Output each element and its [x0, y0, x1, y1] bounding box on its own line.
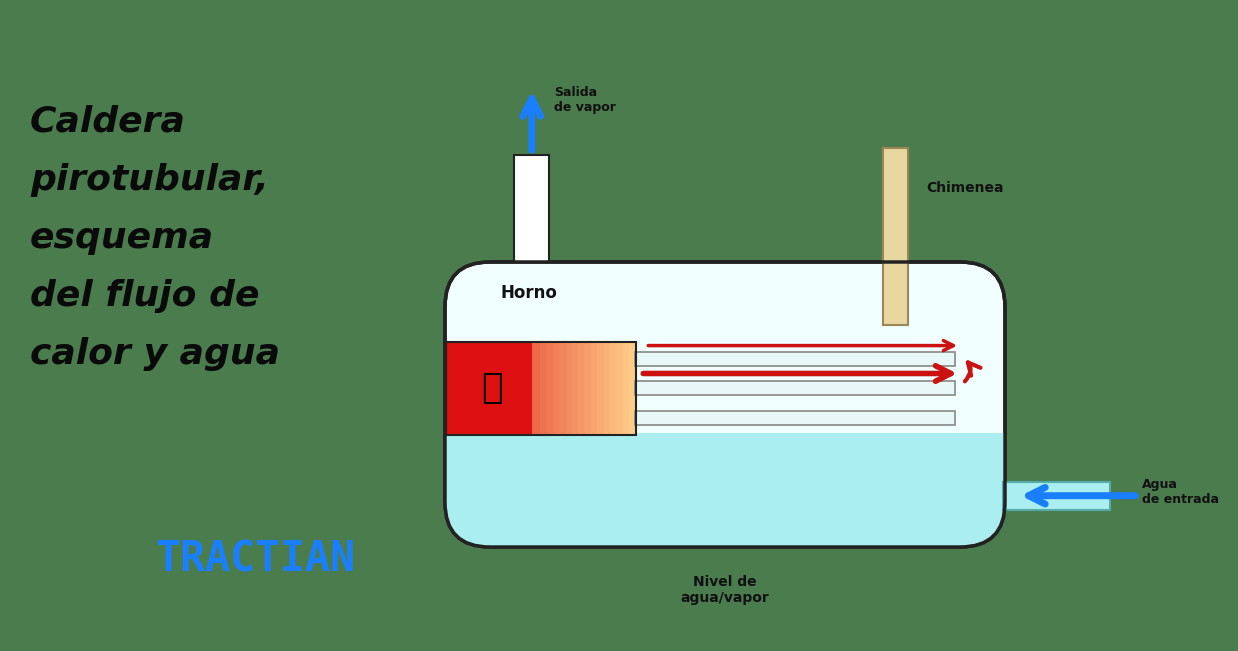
Bar	[446, 342, 636, 435]
Bar	[519, 342, 526, 435]
Bar	[485, 342, 491, 435]
Bar	[521, 342, 529, 435]
Bar	[584, 342, 592, 435]
Bar	[635, 411, 954, 425]
Text: Caldera: Caldera	[30, 105, 186, 139]
Text: TRACTIAN: TRACTIAN	[155, 539, 355, 581]
Bar	[525, 342, 531, 435]
Bar	[508, 342, 515, 435]
Bar	[591, 342, 598, 435]
Bar	[489, 342, 496, 435]
Text: Horno: Horno	[500, 284, 557, 302]
Text: pirotubular,: pirotubular,	[30, 163, 269, 197]
Bar	[479, 342, 487, 435]
Text: calor y agua: calor y agua	[30, 337, 280, 371]
Bar	[534, 342, 541, 435]
Bar	[578, 342, 586, 435]
Bar	[514, 342, 520, 435]
Bar	[527, 342, 535, 435]
Bar	[604, 342, 612, 435]
Text: Agua
de entrada: Agua de entrada	[1141, 478, 1219, 506]
Bar	[1003, 482, 1110, 510]
Bar	[451, 342, 457, 435]
Bar	[572, 342, 579, 435]
Bar	[566, 342, 573, 435]
Bar	[503, 342, 510, 435]
Bar	[883, 148, 909, 325]
Text: Chimenea: Chimenea	[926, 181, 1003, 195]
FancyBboxPatch shape	[444, 433, 1005, 547]
Bar	[452, 342, 459, 435]
Bar	[458, 342, 465, 435]
Bar	[515, 342, 522, 435]
Bar	[553, 342, 561, 435]
Text: Salida
de vapor: Salida de vapor	[553, 86, 615, 114]
Bar	[446, 433, 1004, 490]
Bar	[546, 342, 553, 435]
Text: 🔥: 🔥	[482, 372, 503, 406]
Bar	[540, 342, 547, 435]
Bar	[464, 342, 472, 435]
Bar	[610, 342, 618, 435]
Bar	[468, 342, 474, 435]
Bar	[560, 342, 567, 435]
Bar	[474, 342, 480, 435]
Bar	[483, 342, 490, 435]
Bar	[635, 381, 954, 395]
Bar	[477, 342, 484, 435]
FancyBboxPatch shape	[444, 262, 1005, 547]
Bar	[496, 342, 503, 435]
Bar	[495, 342, 503, 435]
Bar	[457, 342, 463, 435]
Bar	[635, 352, 954, 366]
Text: del flujo de: del flujo de	[30, 279, 260, 313]
Bar	[446, 342, 531, 435]
Bar	[617, 342, 624, 435]
Bar	[444, 342, 452, 435]
Bar	[509, 342, 516, 435]
Bar	[629, 342, 636, 435]
Bar	[514, 155, 550, 262]
Text: esquema: esquema	[30, 221, 214, 255]
Bar	[503, 342, 509, 435]
Text: Nivel de
agua/vapor: Nivel de agua/vapor	[681, 575, 769, 605]
Bar	[623, 342, 630, 435]
Bar	[444, 342, 452, 435]
Bar	[597, 342, 604, 435]
Bar	[490, 342, 498, 435]
Bar	[470, 342, 478, 435]
Bar	[462, 342, 469, 435]
